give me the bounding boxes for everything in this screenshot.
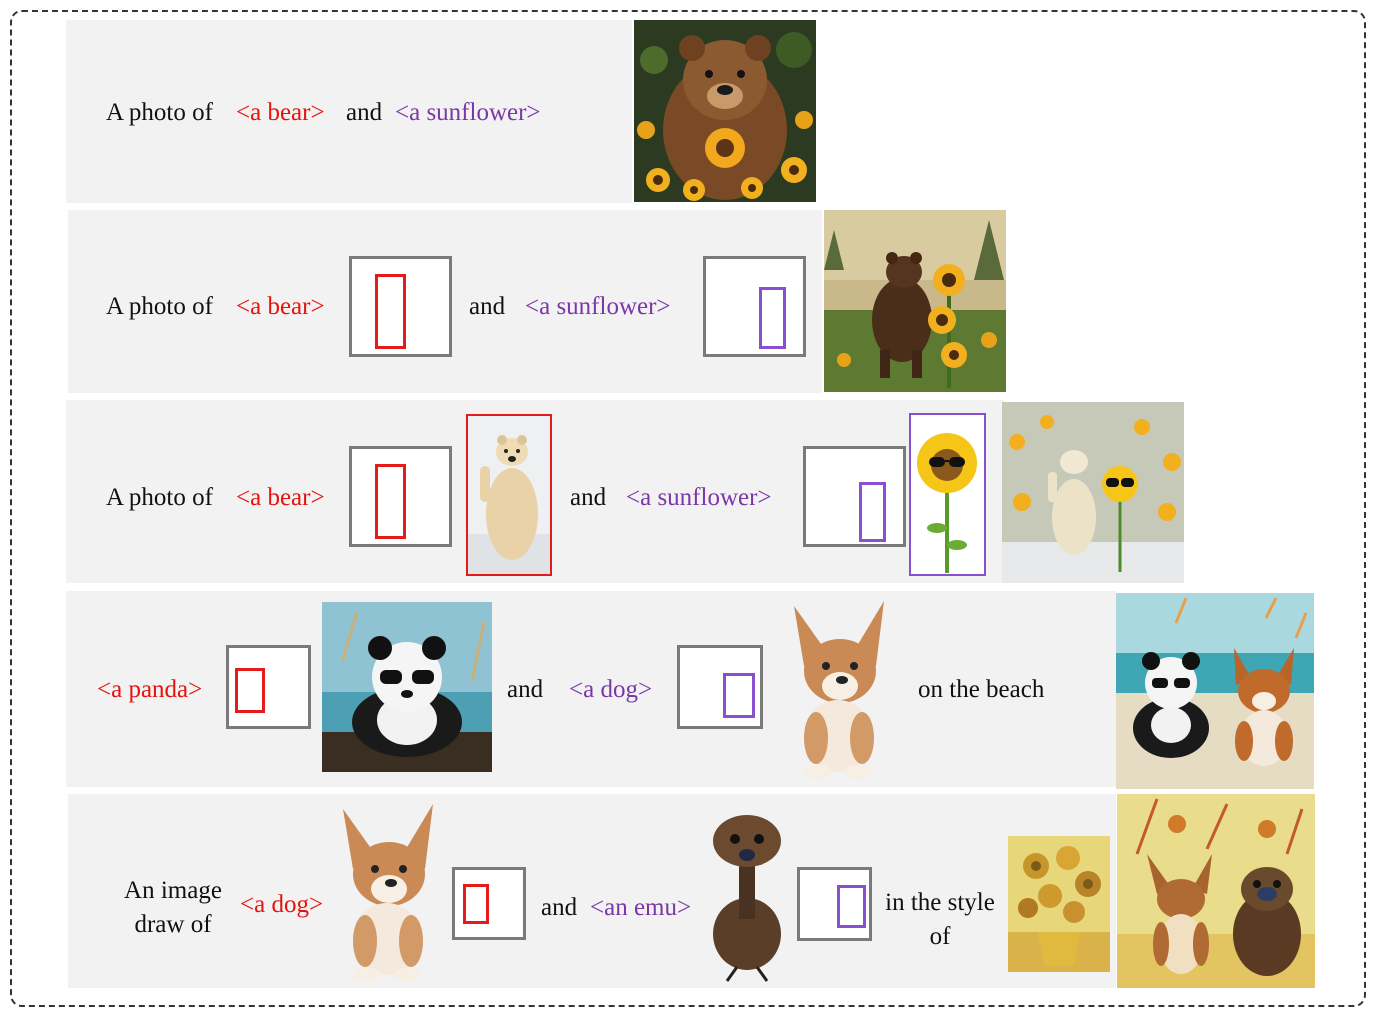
prompt-text: A photo of bbox=[106, 99, 213, 126]
reference-image-border-subject-1 bbox=[466, 414, 552, 576]
row-5: An image draw of <a dog> and <an emu> in… bbox=[68, 794, 1116, 988]
output-image-bear-sunflowers bbox=[634, 20, 816, 202]
subject-1-token: <a dog> bbox=[240, 891, 324, 918]
bounding-box-subject-2[interactable] bbox=[759, 287, 786, 349]
bounding-box-subject-2[interactable] bbox=[859, 482, 886, 542]
reference-image-corgi-puppy bbox=[776, 596, 902, 784]
subject-1-token: <a bear> bbox=[236, 484, 325, 511]
row-1: A photo of <a bear> and <a sunflower> bbox=[66, 20, 632, 203]
row-2: A photo of <a bear> and <a sunflower> bbox=[68, 210, 822, 393]
subject-1-token: <a bear> bbox=[236, 293, 325, 320]
reference-image-panda bbox=[322, 602, 492, 772]
prompt-text: A photo of bbox=[106, 484, 213, 511]
output-image-polar-bear-sunflower bbox=[1002, 402, 1184, 583]
prompt-text: A photo of bbox=[106, 293, 213, 320]
subject-2-token: <a sunflower> bbox=[395, 99, 541, 126]
subject-2-token: <a sunflower> bbox=[626, 484, 772, 511]
reference-image-sunflowers-painting bbox=[1008, 836, 1110, 972]
prompt-text-line-2: draw of bbox=[134, 911, 212, 938]
bounding-box-subject-1[interactable] bbox=[375, 274, 406, 349]
prompt-suffix-text: in the style of bbox=[873, 886, 1007, 954]
bounding-box-subject-2[interactable] bbox=[837, 885, 866, 928]
bounding-box-subject-1[interactable] bbox=[235, 668, 265, 713]
connector-text: and bbox=[570, 484, 607, 511]
layout-canvas-2 bbox=[703, 256, 806, 357]
subject-1-token: <a bear> bbox=[236, 99, 325, 126]
connector-text: and bbox=[507, 676, 544, 703]
reference-image-corgi-puppy bbox=[325, 799, 451, 987]
prompt-suffix-line-1: in the style bbox=[885, 889, 995, 916]
layout-canvas-2 bbox=[803, 446, 906, 547]
row-4: <a panda> and <a dog> on the beach bbox=[66, 591, 1116, 787]
bounding-box-subject-1[interactable] bbox=[375, 464, 406, 539]
output-image-bear-sunflower-field bbox=[824, 210, 1006, 392]
prompt-suffix-text: on the beach bbox=[918, 676, 1045, 703]
bounding-box-subject-2[interactable] bbox=[723, 673, 755, 718]
reference-image-polar-bear bbox=[466, 414, 552, 576]
connector-text: and bbox=[469, 293, 506, 320]
figure-frame bbox=[10, 10, 1366, 1007]
reference-image-emu-chick bbox=[697, 809, 799, 984]
reference-image-sunflower bbox=[909, 413, 986, 576]
layout-canvas-2 bbox=[677, 645, 763, 729]
output-image-dog-emu-painting bbox=[1117, 794, 1315, 988]
subject-2-token: <a sunflower> bbox=[525, 293, 671, 320]
output-image-panda-corgi-beach bbox=[1116, 593, 1314, 789]
layout-canvas-1 bbox=[226, 645, 311, 729]
prompt-suffix-line-2: of bbox=[929, 923, 951, 950]
layout-canvas-1 bbox=[452, 867, 526, 940]
layout-canvas-1 bbox=[349, 446, 452, 547]
connector-text: and bbox=[541, 894, 578, 921]
prompt-text: An image draw of bbox=[112, 874, 234, 942]
prompt-text-line-1: An image bbox=[124, 877, 222, 904]
subject-1-token: <a panda> bbox=[97, 676, 203, 703]
layout-canvas-1 bbox=[349, 256, 452, 357]
connector-text: and bbox=[346, 99, 383, 126]
layout-canvas-2 bbox=[797, 867, 872, 941]
bounding-box-subject-1[interactable] bbox=[463, 884, 489, 924]
subject-2-token: <a dog> bbox=[569, 676, 653, 703]
reference-image-border-subject-2 bbox=[909, 413, 986, 576]
subject-2-token: <an emu> bbox=[590, 894, 692, 921]
